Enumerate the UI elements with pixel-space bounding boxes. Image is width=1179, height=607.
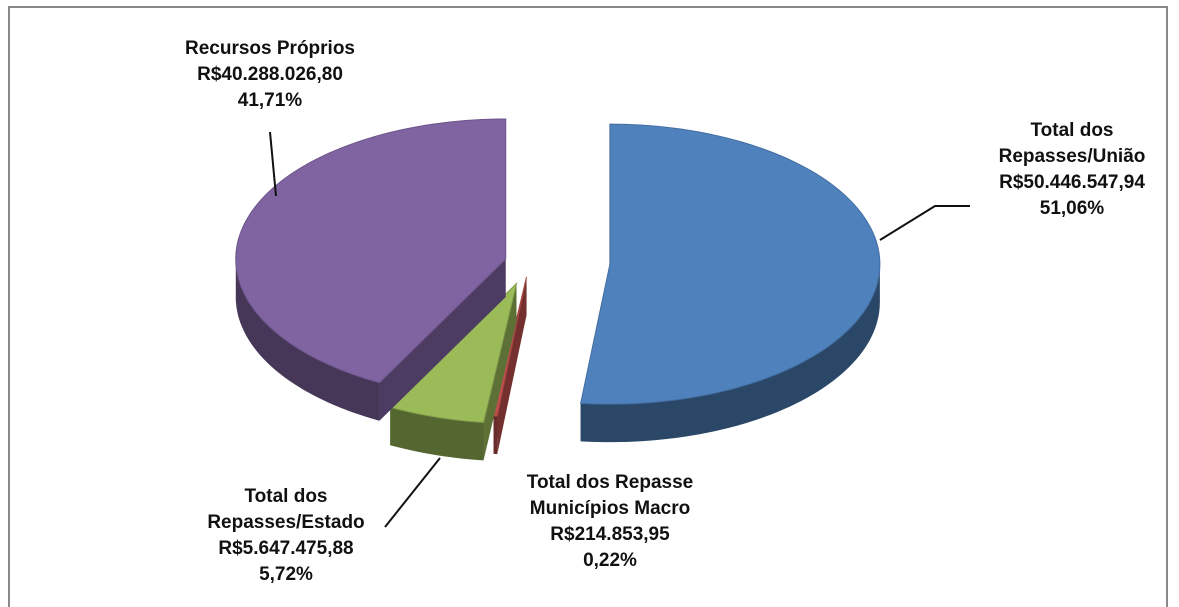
slice-side	[235, 256, 380, 421]
slice-wall	[493, 276, 527, 454]
data-label: Total dos Repasses/União R$50.446.547,94 5…	[967, 118, 1177, 222]
percent-label: 41,71%	[237, 90, 303, 111]
percent-label: 0,22%	[583, 550, 637, 571]
amount-label: R$50.446.547,94	[999, 172, 1145, 193]
slice	[389, 281, 518, 423]
data-label: Recursos Próprios R$40.288.026,80 41,71%	[150, 36, 390, 114]
leader-line	[879, 205, 970, 241]
amount-label: R$5.647.475,88	[218, 538, 354, 559]
data-label: Total dos Repasse Municípios Macro R$214.…	[495, 470, 725, 574]
slice-name: Recursos Próprios	[185, 38, 355, 59]
leader-line	[384, 457, 441, 528]
amount-label: R$214.853,95	[550, 524, 670, 545]
slice-name: Total dos Repasse Municípios Macro	[526, 472, 694, 519]
percent-label: 51,06%	[1039, 198, 1105, 219]
slice-side	[493, 415, 498, 455]
slice	[235, 118, 507, 384]
data-label: Total dos Repasses/Estado R$5.647.475,88 5…	[191, 484, 381, 588]
leader-line	[269, 131, 277, 197]
percent-label: 5,72%	[259, 564, 313, 585]
slice-name: Total dos Repasses/Estado	[207, 486, 365, 533]
slice	[580, 123, 881, 405]
slice-side	[580, 265, 880, 443]
amount-label: R$40.288.026,80	[197, 64, 343, 85]
chart-frame	[8, 6, 1168, 607]
slice-name: Total dos Repasses/União	[998, 120, 1146, 167]
slice-wall	[379, 258, 506, 421]
